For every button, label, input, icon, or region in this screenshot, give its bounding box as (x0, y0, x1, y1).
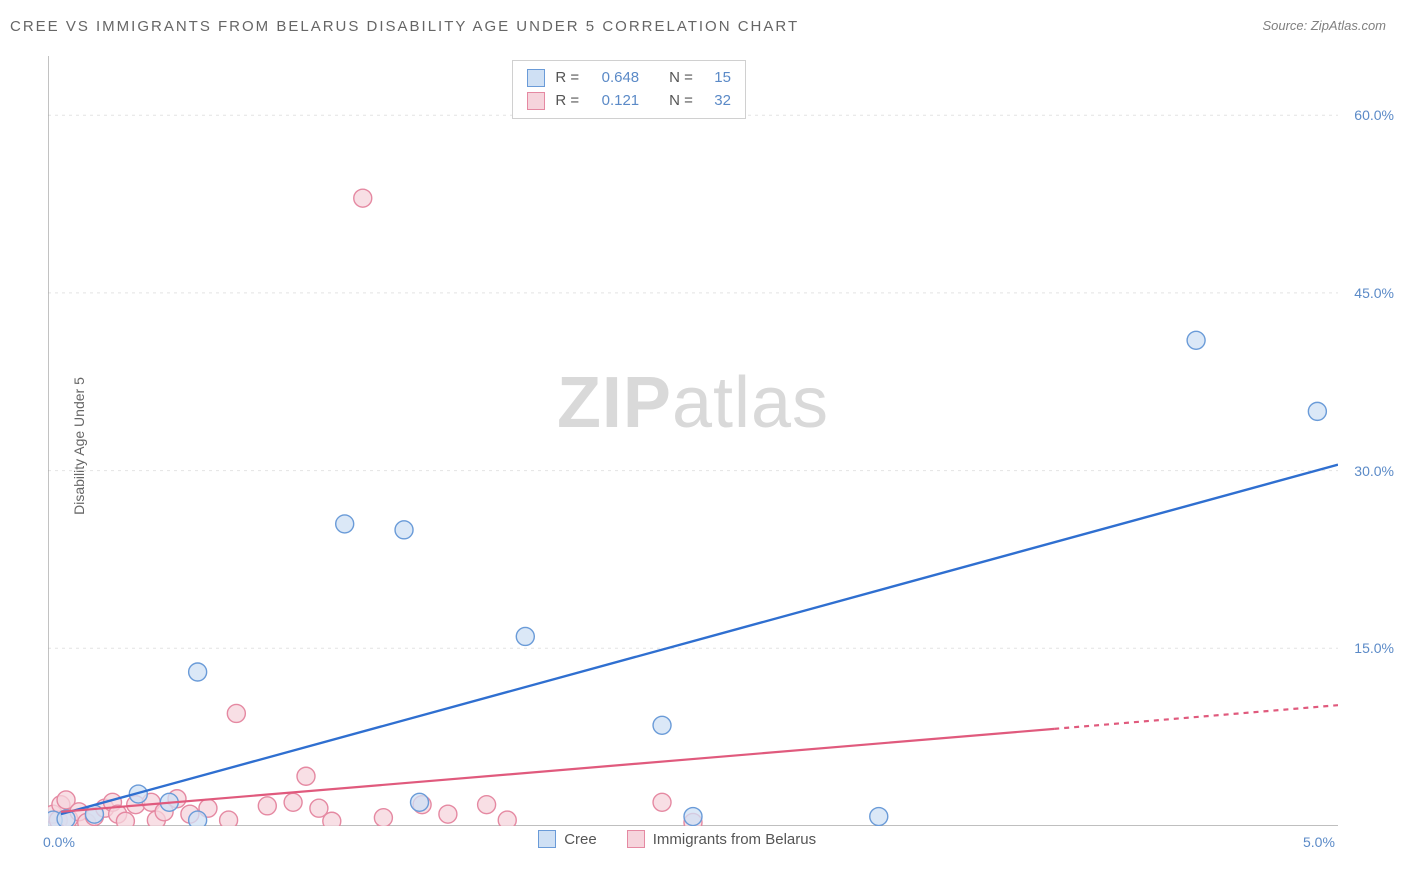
legend-n-label: N = (669, 67, 693, 90)
legend-correlation-row: R = 0.121 N = 32 (527, 90, 731, 113)
legend-series-label: Immigrants from Belarus (653, 831, 816, 848)
legend-swatch (627, 830, 645, 848)
legend-series-item: Cree (538, 830, 597, 848)
legend-r-label: R = (555, 90, 579, 113)
x-axis-max-label: 5.0% (1303, 834, 1335, 850)
y-tick-label: 30.0% (1354, 463, 1394, 479)
y-tick-label: 45.0% (1354, 285, 1394, 301)
plot-area: ZIPatlas (48, 56, 1338, 826)
legend-correlation-row: R = 0.648 N = 15 (527, 67, 731, 90)
legend-r-value: 0.121 (589, 90, 639, 113)
chart-svg (48, 56, 1338, 826)
chart-title: CREE VS IMMIGRANTS FROM BELARUS DISABILI… (10, 18, 799, 35)
legend-swatch (527, 69, 545, 87)
y-tick-label: 60.0% (1354, 107, 1394, 123)
legend-series: Cree Immigrants from Belarus (538, 830, 816, 848)
legend-r-value: 0.648 (589, 67, 639, 90)
legend-series-item: Immigrants from Belarus (627, 830, 816, 848)
y-tick-label: 15.0% (1354, 640, 1394, 656)
legend-n-value: 32 (703, 90, 731, 113)
legend-n-value: 15 (703, 67, 731, 90)
legend-swatch (527, 92, 545, 110)
legend-correlation-box: R = 0.648 N = 15 R = 0.121 N = 32 (512, 60, 746, 119)
chart-container: CREE VS IMMIGRANTS FROM BELARUS DISABILI… (0, 0, 1406, 892)
source-label: Source: ZipAtlas.com (1262, 18, 1386, 33)
legend-r-label: R = (555, 67, 579, 90)
legend-n-label: N = (669, 90, 693, 113)
legend-series-label: Cree (564, 831, 597, 848)
x-axis-min-label: 0.0% (43, 834, 75, 850)
legend-swatch (538, 830, 556, 848)
